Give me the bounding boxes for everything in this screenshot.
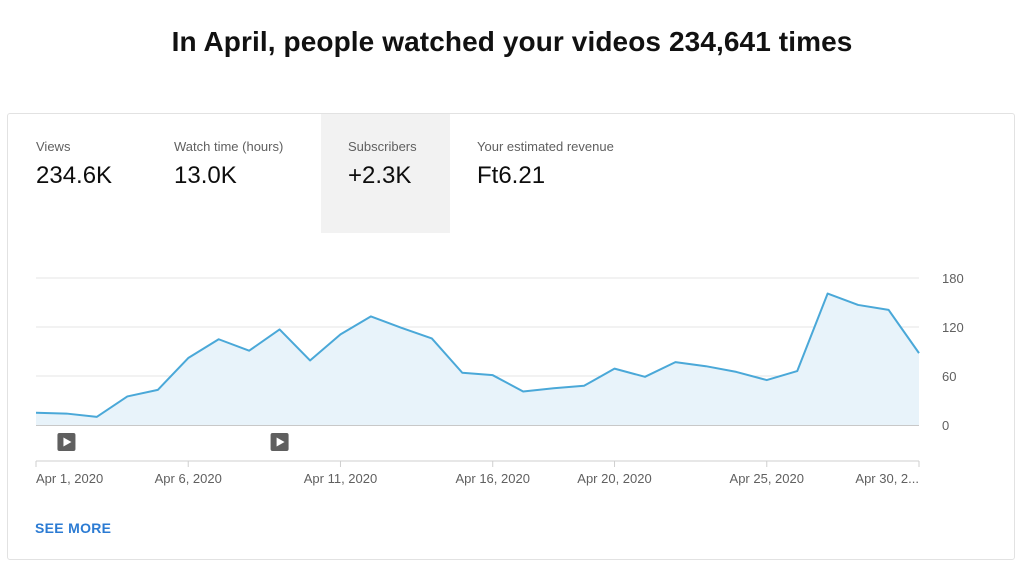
video-marker-play-icon[interactable] xyxy=(57,433,76,451)
y-tick-label: 0 xyxy=(942,418,949,433)
video-marker-play-icon[interactable] xyxy=(270,433,289,451)
metric-label: Watch time (hours) xyxy=(174,139,284,154)
y-tick-label: 60 xyxy=(942,369,956,384)
x-tick-label: Apr 1, 2020 xyxy=(36,471,103,486)
analytics-card: Views 234.6K Watch time (hours) 13.0K Su… xyxy=(7,113,1015,560)
metric-label: Subscribers xyxy=(348,139,417,154)
y-tick-label: 120 xyxy=(942,320,964,335)
x-tick-label: Apr 16, 2020 xyxy=(455,471,529,486)
metric-label: Your estimated revenue xyxy=(477,139,614,154)
see-more-link[interactable]: SEE MORE xyxy=(35,520,112,536)
x-tick-label: Apr 6, 2020 xyxy=(155,471,222,486)
metric-tab-revenue[interactable]: Your estimated revenue Ft6.21 xyxy=(477,114,677,233)
x-tick-label: Apr 30, 2... xyxy=(855,471,919,486)
y-tick-label: 180 xyxy=(942,271,964,286)
metric-value: +2.3K xyxy=(348,162,412,189)
area-fill xyxy=(36,293,919,425)
metric-value: 234.6K xyxy=(36,162,113,189)
page-headline: In April, people watched your videos 234… xyxy=(171,26,853,57)
metric-label: Views xyxy=(36,139,71,154)
x-tick-label: Apr 11, 2020 xyxy=(304,471,377,486)
metric-tab-watch-time[interactable]: Watch time (hours) 13.0K xyxy=(174,114,324,233)
x-tick-label: Apr 20, 2020 xyxy=(577,471,651,486)
x-tick-label: Apr 25, 2020 xyxy=(730,471,804,486)
metric-tab-subscribers[interactable]: Subscribers +2.3K xyxy=(321,114,450,233)
subscribers-chart: 0 60 120 180 Apr 1, 2020 Apr 6, 2020 Apr 11, 2… xyxy=(35,271,964,486)
metric-tab-views[interactable]: Views 234.6K xyxy=(36,114,156,233)
metric-value: 13.0K xyxy=(174,162,237,189)
series-line xyxy=(35,292,920,418)
metric-value: Ft6.21 xyxy=(477,162,546,189)
